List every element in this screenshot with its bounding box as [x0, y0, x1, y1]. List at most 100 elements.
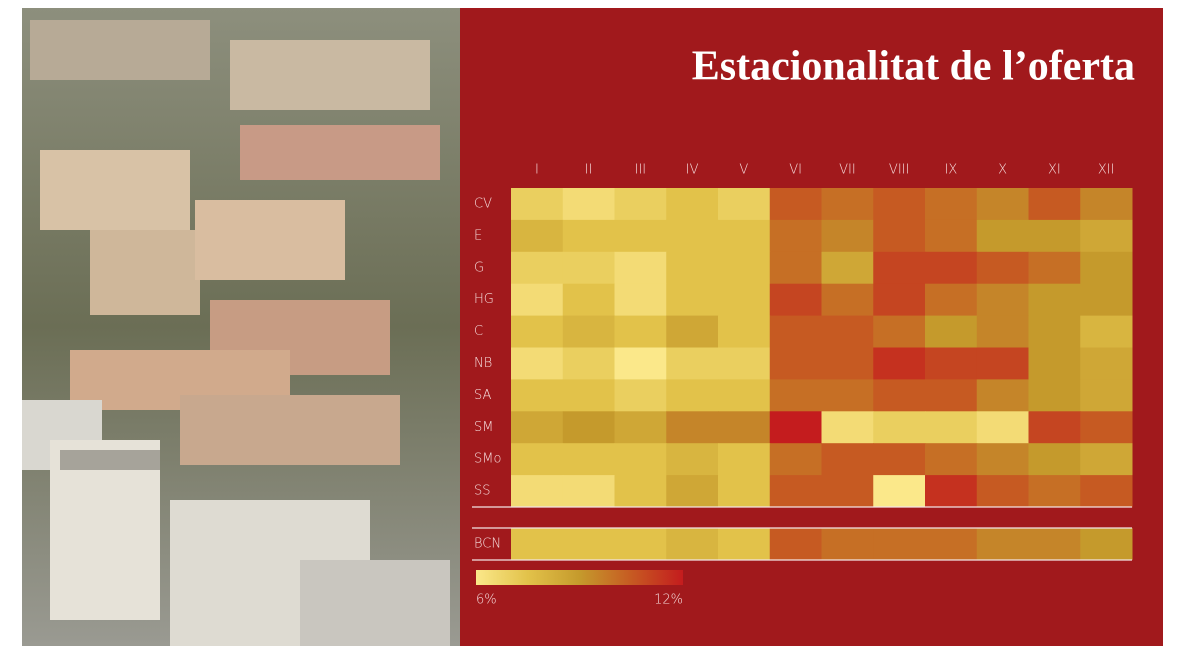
heat-cell: [976, 219, 1029, 253]
heat-cell: [925, 347, 978, 380]
heat-cell: [925, 411, 978, 444]
heat-cell: [718, 443, 771, 476]
heat-cell: [769, 251, 822, 285]
heat-cell: [562, 251, 615, 285]
heat-cell: [1028, 347, 1081, 380]
heat-cell: [873, 315, 926, 348]
heat-cell: [769, 443, 822, 476]
heat-cell: [562, 443, 615, 476]
row-label: NB: [474, 356, 492, 371]
heat-cell: [873, 188, 926, 221]
heat-cell: [614, 475, 667, 508]
row-label: BCN: [474, 537, 501, 552]
heat-cell: [873, 283, 926, 317]
column-label: IX: [945, 163, 958, 178]
heat-cell: [562, 219, 615, 253]
heat-cell: [1028, 219, 1081, 253]
heat-cell: [1080, 443, 1133, 476]
heat-cell: [976, 475, 1029, 508]
heat-cell: [718, 219, 771, 253]
heat-cell: [562, 188, 615, 221]
column-label: VIII: [889, 163, 909, 178]
heat-cell: [511, 347, 564, 380]
heat-cell: [976, 379, 1029, 412]
column-label: I: [535, 163, 539, 178]
heat-cell: [821, 379, 874, 412]
heat-cell: [1080, 411, 1133, 444]
heat-cell: [769, 219, 822, 253]
heat-cell: [925, 315, 978, 348]
heat-cell: [821, 219, 874, 253]
heat-cell: [666, 379, 719, 412]
heat-cell: [511, 315, 564, 348]
heat-cell: [925, 251, 978, 285]
heat-cell: [976, 251, 1029, 285]
heat-cell: [666, 219, 719, 253]
heat-cell: [1028, 283, 1081, 317]
heat-cell: [925, 283, 978, 317]
heat-cell: [562, 528, 615, 560]
heat-cell: [873, 347, 926, 380]
heat-cell: [1028, 379, 1081, 412]
heat-cell: [614, 188, 667, 221]
heat-cell: [666, 443, 719, 476]
column-label: II: [585, 163, 593, 178]
heat-cell: [925, 475, 978, 508]
heat-cell: [666, 315, 719, 348]
heat-cell: [976, 283, 1029, 317]
heat-cell: [925, 219, 978, 253]
heat-cell: [666, 475, 719, 508]
heat-cell: [1080, 379, 1133, 412]
heat-cell: [511, 411, 564, 444]
heat-cell: [718, 475, 771, 508]
heat-cell: [666, 528, 719, 560]
heat-cell: [614, 283, 667, 317]
heat-cell: [614, 251, 667, 285]
heat-cell: [511, 475, 564, 508]
heat-cell: [821, 411, 874, 444]
heat-cell: [821, 315, 874, 348]
heat-cell: [976, 188, 1029, 221]
heat-cell: [511, 251, 564, 285]
heat-cell: [511, 379, 564, 412]
column-label: XII: [1098, 163, 1115, 178]
heat-cell: [666, 411, 719, 444]
heat-cell: [1028, 251, 1081, 285]
heat-cell: [769, 315, 822, 348]
row-label: SMo: [474, 452, 501, 467]
heat-cell: [769, 283, 822, 317]
heat-cell: [562, 283, 615, 317]
heat-cell: [614, 347, 667, 380]
heat-cell: [562, 379, 615, 412]
column-label: X: [998, 163, 1007, 178]
row-label: SA: [474, 388, 491, 403]
heat-cell: [873, 528, 926, 560]
heat-cell: [1080, 315, 1133, 348]
heat-cell: [821, 475, 874, 508]
heat-cell: [1028, 315, 1081, 348]
row-label: C: [474, 324, 483, 339]
heat-cell: [718, 251, 771, 285]
heat-cell: [666, 188, 719, 221]
heat-cell: [1080, 251, 1133, 285]
heat-cell: [1028, 188, 1081, 221]
heat-cell: [614, 411, 667, 444]
heat-cell: [1028, 528, 1081, 560]
heat-cell: [769, 411, 822, 444]
heat-cell: [769, 528, 822, 560]
heat-cell: [718, 528, 771, 560]
heat-cell: [1080, 528, 1133, 560]
heat-cell: [718, 283, 771, 317]
heat-cell: [821, 528, 874, 560]
heat-cell: [718, 379, 771, 412]
heat-cell: [873, 443, 926, 476]
heat-cell: [511, 188, 564, 221]
legend-tick-label: 12%: [654, 593, 683, 608]
column-label: XI: [1048, 163, 1061, 178]
heat-cell: [614, 315, 667, 348]
heat-cell: [1028, 475, 1081, 508]
heat-cell: [666, 347, 719, 380]
heat-cell: [873, 475, 926, 508]
heat-cell: [976, 528, 1029, 560]
